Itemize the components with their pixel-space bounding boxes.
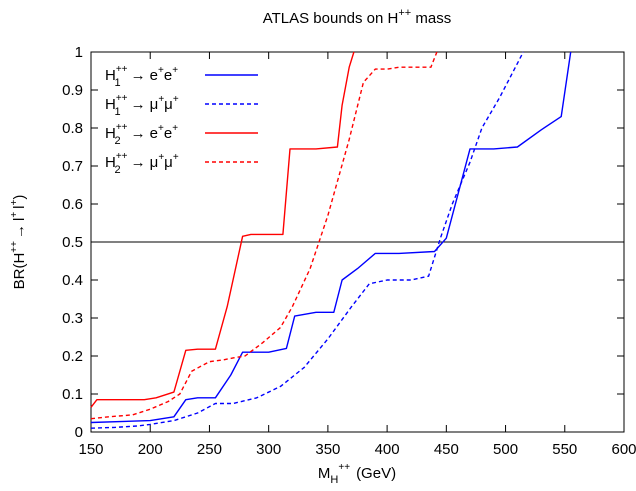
y-tick-label: 0.1 — [62, 386, 83, 403]
y-axis-label: BR(H++→l+l+) — [9, 195, 28, 290]
chart-title: ATLAS bounds on H++ mass — [263, 7, 452, 27]
x-axis-label: MH++ (GeV) — [318, 462, 396, 486]
legend-entry-label-3: H++ 2 → e+e+ — [105, 122, 178, 147]
series-group — [90, 51, 572, 429]
series-line-2 — [90, 51, 524, 429]
x-tick-label: 600 — [611, 441, 636, 458]
chart-title-suffix: mass — [411, 10, 451, 27]
x-tick-label: 450 — [434, 441, 459, 458]
y-tick-label: 0 — [75, 424, 83, 441]
x-tick-label: 400 — [375, 441, 400, 458]
legend-entry-label-2: H++ 1 → μ+μ+ — [105, 93, 179, 118]
y-tick-label: 1 — [75, 44, 83, 61]
y-tick-label: 0.7 — [62, 158, 83, 175]
y-axis: 0 0.1 0.2 0.3 0.4 0.5 0.6 0.7 0.8 0.9 1 — [62, 44, 624, 441]
y-tick-label: 0.4 — [62, 272, 83, 289]
chart-title-main: ATLAS bounds on H — [263, 10, 399, 27]
x-tick-label: 200 — [138, 441, 163, 458]
chart-title-sup: ++ — [398, 7, 411, 19]
y-tick-label: 0.8 — [62, 120, 83, 137]
y-tick-label: 0.3 — [62, 310, 83, 327]
x-tick-label: 350 — [315, 441, 340, 458]
x-tick-label: 250 — [197, 441, 222, 458]
y-tick-label: 0.6 — [62, 196, 83, 213]
y-tick-label: 0.9 — [62, 82, 83, 99]
x-axis: 150 200 250 300 350 400 450 500 550 600 — [78, 52, 636, 458]
legend-entry-label-1: H++ 1 → e+e+ — [105, 64, 178, 89]
y-tick-label: 0.2 — [62, 348, 83, 365]
series-line-1 — [90, 51, 572, 424]
y-tick-label: 0.5 — [62, 234, 83, 251]
x-tick-label: 500 — [493, 441, 518, 458]
series-line-4 — [90, 51, 438, 420]
legend: H++ 1 → e+e+ H++ 1 → μ+μ+ H++ 2 → e+e+ H++ 2 → μ+μ+ — [105, 64, 258, 176]
legend-entry-label-4: H++ 2 → μ+μ+ — [105, 151, 179, 176]
x-tick-label: 300 — [256, 441, 281, 458]
series-line-3 — [90, 51, 355, 408]
x-tick-label: 150 — [78, 441, 103, 458]
x-tick-label: 550 — [552, 441, 577, 458]
